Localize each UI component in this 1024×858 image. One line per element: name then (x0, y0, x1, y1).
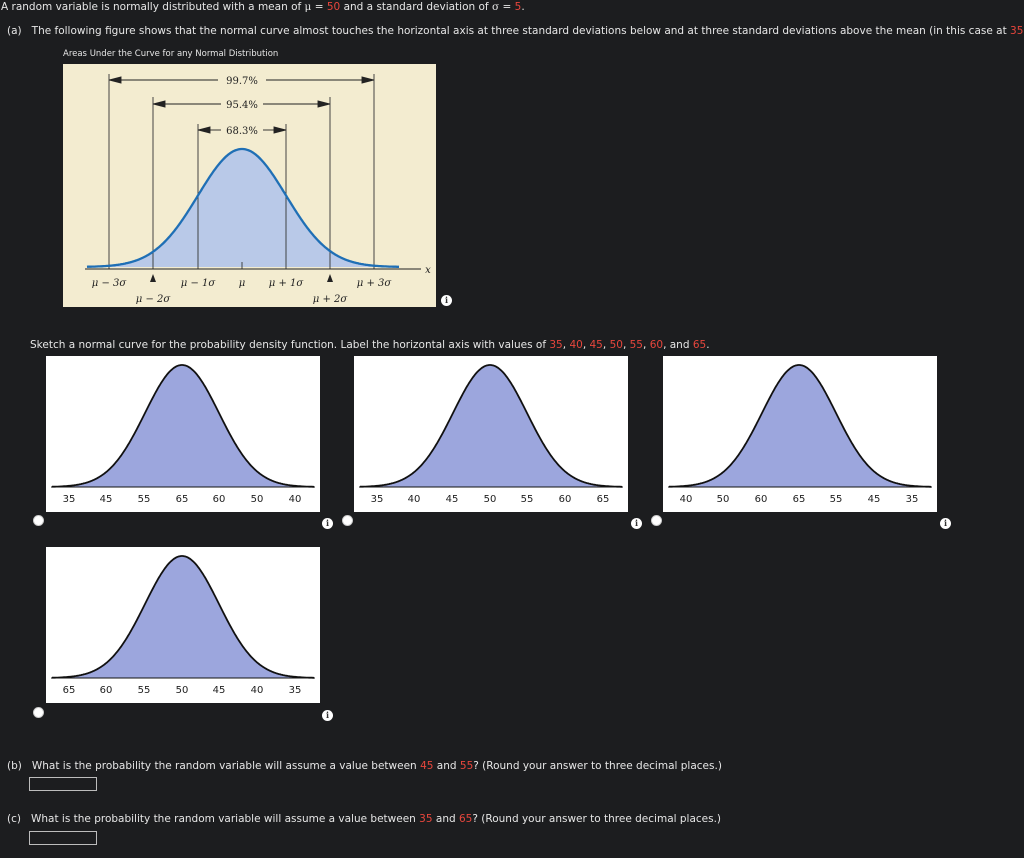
option-graph-1-plot: 35 45 55 65 60 50 40 (51, 364, 315, 505)
sd-value: 5 (514, 1, 522, 13)
option-3-tick-label: 55 (830, 494, 843, 505)
option-1-tick-label: 40 (289, 494, 302, 505)
info-icon-option-1[interactable]: i (322, 518, 333, 529)
option-4-tick-label: 40 (251, 685, 264, 696)
part-b-question: (b) What is the probability the random v… (7, 760, 722, 772)
option-1-tick-label: 45 (100, 494, 113, 505)
option-2-curve-fill (360, 365, 622, 487)
option-2-tick-label: 65 (597, 494, 610, 505)
reference-curve (86, 147, 399, 268)
option-1-radio[interactable] (33, 515, 44, 526)
band-arrows (108, 76, 375, 134)
label-mu: μ (239, 278, 246, 289)
reference-curve-fill (87, 149, 399, 267)
band-label-99: 99.7% (226, 76, 258, 87)
option-4-tick-label: 55 (138, 685, 151, 696)
info-icon-option-4[interactable]: i (322, 710, 333, 721)
option-1-curve (52, 364, 314, 488)
option-1-tick-label: 35 (63, 494, 76, 505)
option-2-tick-label: 45 (446, 494, 459, 505)
option-4-curve (52, 555, 314, 679)
option-2-curve (360, 364, 622, 488)
option-1-tick-label: 60 (213, 494, 226, 505)
info-icon-figure[interactable]: i (441, 295, 452, 306)
option-4-tick-label: 35 (289, 685, 302, 696)
sketch-prompt: Sketch a normal curve for the probabilit… (30, 339, 710, 351)
option-4-tick-label: 50 (176, 685, 189, 696)
part-a-text: (a) The following figure shows that the … (7, 25, 1024, 37)
info-icon-option-2[interactable]: i (631, 518, 642, 529)
sigma-symbol: σ (491, 1, 500, 13)
option-2-tick-label: 50 (484, 494, 497, 505)
option-4-tick-label: 45 (213, 685, 226, 696)
option-graph-3[interactable]: 40 50 60 65 55 45 35 (663, 356, 937, 512)
part-c-answer-input[interactable] (29, 831, 97, 845)
part-c-question: (c) What is the probability the random v… (7, 813, 722, 825)
part-b-answer-input[interactable] (29, 777, 97, 791)
option-3-tick-label: 35 (906, 494, 919, 505)
figure-title: Areas Under the Curve for any Normal Dis… (63, 49, 279, 59)
label-mu-minus-1sigma: μ − 1σ (181, 278, 217, 289)
option-2-tick-label: 35 (371, 494, 384, 505)
option-3-radio[interactable] (651, 515, 662, 526)
label-mu-plus-1sigma: μ + 1σ (269, 278, 305, 289)
option-4-curve-fill (52, 556, 314, 678)
option-2-tick-label: 55 (521, 494, 534, 505)
label-mu-minus-3sigma: μ − 3σ (92, 278, 128, 289)
label-mu-plus-2sigma: μ + 2σ (313, 294, 349, 305)
option-2-radio[interactable] (342, 515, 353, 526)
mean-value: 50 (326, 1, 341, 13)
option-3-curve-fill (669, 365, 931, 487)
option-3-tick-label: 60 (755, 494, 768, 505)
axis-variable-x: x (425, 265, 431, 276)
two-sigma-arrowheads (150, 274, 333, 282)
option-graph-1[interactable]: 35 45 55 65 60 50 40 (46, 356, 320, 512)
option-3-tick-label: 50 (717, 494, 730, 505)
option-3-tick-label: 45 (868, 494, 881, 505)
option-graph-2[interactable]: 35 40 45 50 55 60 65 (354, 356, 628, 512)
option-1-tick-label: 50 (251, 494, 264, 505)
intro-text: A random variable is normally distribute… (1, 1, 525, 13)
option-4-tick-label: 60 (100, 685, 113, 696)
option-1-curve-fill (52, 365, 314, 487)
option-3-tick-label: 40 (680, 494, 693, 505)
label-mu-minus-2sigma: μ − 2σ (136, 294, 172, 305)
option-4-tick-label: 65 (63, 685, 76, 696)
option-2-tick-label: 40 (408, 494, 421, 505)
option-graph-4[interactable]: 65 60 55 50 45 40 35 (46, 547, 320, 703)
band-label-68: 68.3% (226, 126, 258, 137)
reference-normal-figure: 99.7% 95.4% 68.3% μ − 3σ μ − 1σ μ μ + 1σ… (63, 64, 436, 307)
band-label-95: 95.4% (226, 100, 258, 111)
option-graph-4-plot: 65 60 55 50 45 40 35 (51, 555, 315, 696)
option-1-tick-label: 55 (138, 494, 151, 505)
option-graph-2-plot: 35 40 45 50 55 60 65 (359, 364, 623, 505)
info-icon-option-3[interactable]: i (940, 518, 951, 529)
option-2-tick-label: 60 (559, 494, 572, 505)
label-mu-plus-3sigma: μ + 3σ (357, 278, 393, 289)
option-3-curve (669, 364, 931, 488)
option-1-tick-label: 65 (176, 494, 189, 505)
mu-symbol: μ (304, 1, 312, 13)
option-4-radio[interactable] (33, 707, 44, 718)
option-graph-3-plot: 40 50 60 65 55 45 35 (668, 364, 932, 505)
option-3-tick-label: 65 (793, 494, 806, 505)
